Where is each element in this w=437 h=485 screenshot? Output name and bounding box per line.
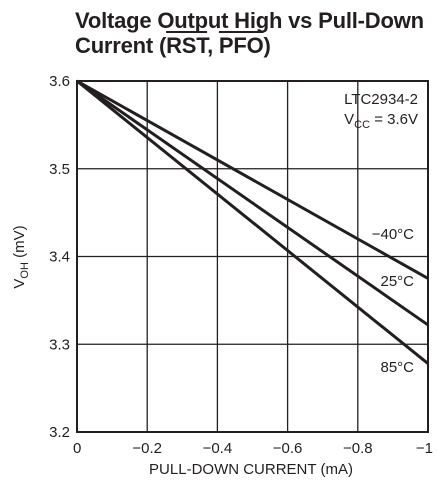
series-lines xyxy=(76,79,429,365)
x-tick-label: −1 xyxy=(416,440,433,457)
y-tick-labels: 3.2 3.3 3.4 3.5 3.6 xyxy=(49,73,70,441)
y-tick-label: 3.3 xyxy=(49,336,70,353)
x-tick-label: 0 xyxy=(73,440,81,457)
y-tick-label: 3.4 xyxy=(49,249,70,266)
condition-value: = 3.6V xyxy=(370,111,418,128)
y-tick-label: 3.6 xyxy=(49,73,70,90)
series-label: 25°C xyxy=(380,273,414,290)
series-line xyxy=(76,79,429,280)
x-tick-label: −0.8 xyxy=(343,440,373,457)
x-tick-label: −0.6 xyxy=(273,440,303,457)
x-axis-label: PULL-DOWN CURRENT (mA) xyxy=(149,461,353,478)
condition-base: V xyxy=(344,111,354,128)
y-tick-label: 3.2 xyxy=(49,424,70,441)
condition-sub: CC xyxy=(354,119,370,131)
y-tick-label: 3.5 xyxy=(49,161,70,178)
x-tick-labels: 0 −0.2 −0.4 −0.6 −0.8 −1 xyxy=(73,440,433,457)
series-label: 85°C xyxy=(380,359,414,376)
title-suffix: ) xyxy=(263,33,271,58)
chart-title-line-2: Current (RST, PFO) xyxy=(75,33,435,58)
series-line xyxy=(76,79,429,327)
plot-frame xyxy=(76,80,429,433)
y-axis-label-unit: (mV) xyxy=(11,225,28,262)
title-signal-rst: RST xyxy=(166,33,208,58)
y-axis-label-base: V xyxy=(11,279,28,289)
part-number-annotation: LTC2934-2 xyxy=(344,91,418,108)
series-labels: −40°C 25°C 85°C xyxy=(372,226,414,376)
grid xyxy=(77,81,428,432)
condition-annotation: VCC = 3.6V xyxy=(344,111,418,131)
title-prefix: Current ( xyxy=(75,33,167,58)
series-label: −40°C xyxy=(372,226,414,243)
chart-title-line-1: Voltage Output High vs Pull-Down xyxy=(75,8,424,33)
y-axis-label-sub: OH xyxy=(19,262,31,279)
series-line xyxy=(76,79,429,365)
x-tick-label: −0.2 xyxy=(132,440,162,457)
x-tick-label: −0.4 xyxy=(203,440,233,457)
title-signal-pfo: PFO xyxy=(218,33,264,58)
chart-title: Voltage Output High vs Pull-Down Current… xyxy=(75,8,435,58)
title-separator: , xyxy=(207,33,219,58)
y-axis-label: VOH (mV) xyxy=(11,225,31,288)
